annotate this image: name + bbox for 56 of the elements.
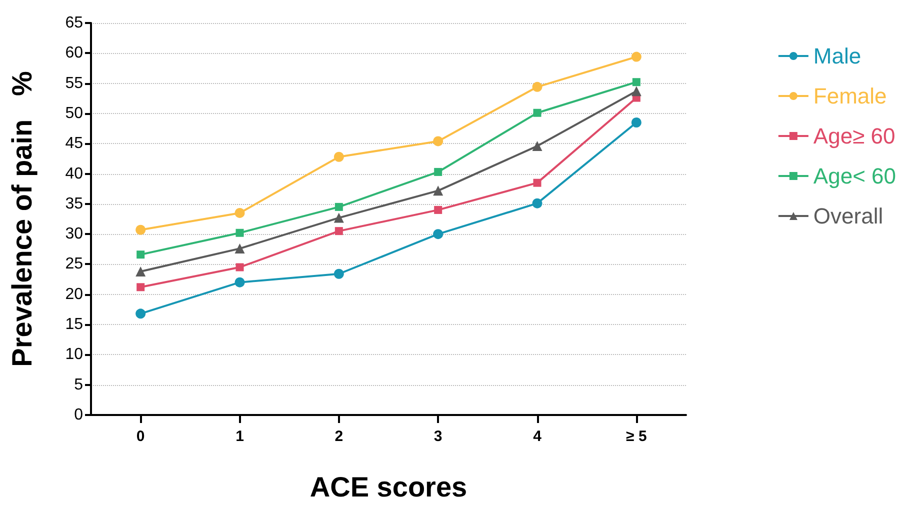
y-axis-title: Prevalence of pain %	[6, 71, 38, 367]
y-tick-label: 50	[65, 104, 84, 122]
point	[236, 228, 244, 237]
y-tick-label: 5	[74, 376, 84, 394]
point	[434, 206, 442, 214]
point	[433, 229, 444, 240]
y-tick-label: 0	[74, 406, 84, 424]
y-tick-label: 65	[65, 14, 84, 32]
y-tick-label: 40	[65, 165, 84, 182]
point	[631, 86, 642, 96]
x-tick-label: 1	[236, 428, 244, 445]
legend-label: Age< 60	[813, 164, 896, 188]
legend-label: Overall	[813, 204, 884, 228]
point	[136, 283, 145, 292]
point	[136, 224, 146, 235]
point	[234, 277, 245, 288]
point	[234, 244, 245, 254]
point	[631, 118, 642, 128]
legend-label: Male	[813, 44, 862, 68]
point	[136, 266, 146, 276]
point	[334, 268, 344, 279]
legend-label: Female	[813, 84, 887, 108]
y-tick-label: 25	[65, 256, 84, 273]
point	[136, 308, 146, 319]
point	[236, 263, 244, 272]
point	[532, 82, 542, 92]
x-tick-label: 3	[434, 428, 442, 445]
point	[136, 250, 145, 259]
point	[533, 108, 542, 117]
y-tick-label: 60	[65, 44, 84, 62]
point	[631, 52, 642, 62]
point	[533, 178, 542, 187]
y-tick-label: 15	[65, 316, 84, 334]
point	[433, 186, 444, 196]
point	[334, 212, 344, 223]
point	[632, 78, 640, 86]
point	[532, 198, 542, 208]
y-tick-label: 30	[65, 226, 84, 243]
point	[334, 202, 343, 211]
point	[433, 136, 444, 146]
point	[234, 208, 245, 218]
y-tick-label: 55	[65, 74, 84, 92]
y-tick-label: 35	[65, 195, 84, 212]
y-tick-label: 20	[65, 286, 84, 303]
y-tick-label: 45	[65, 135, 84, 152]
x-tick-label: ≥ 5	[626, 428, 647, 445]
point	[334, 227, 343, 236]
y-tick-label: 10	[65, 346, 84, 364]
point	[334, 152, 344, 162]
x-tick-label: 2	[334, 428, 344, 445]
x-axis-title: ACE scores	[310, 472, 468, 502]
point	[532, 141, 542, 152]
point	[434, 168, 442, 176]
legend-label: Age≥ 60	[813, 124, 896, 148]
x-tick-label: 4	[533, 428, 542, 445]
x-tick-label: 0	[136, 428, 145, 445]
